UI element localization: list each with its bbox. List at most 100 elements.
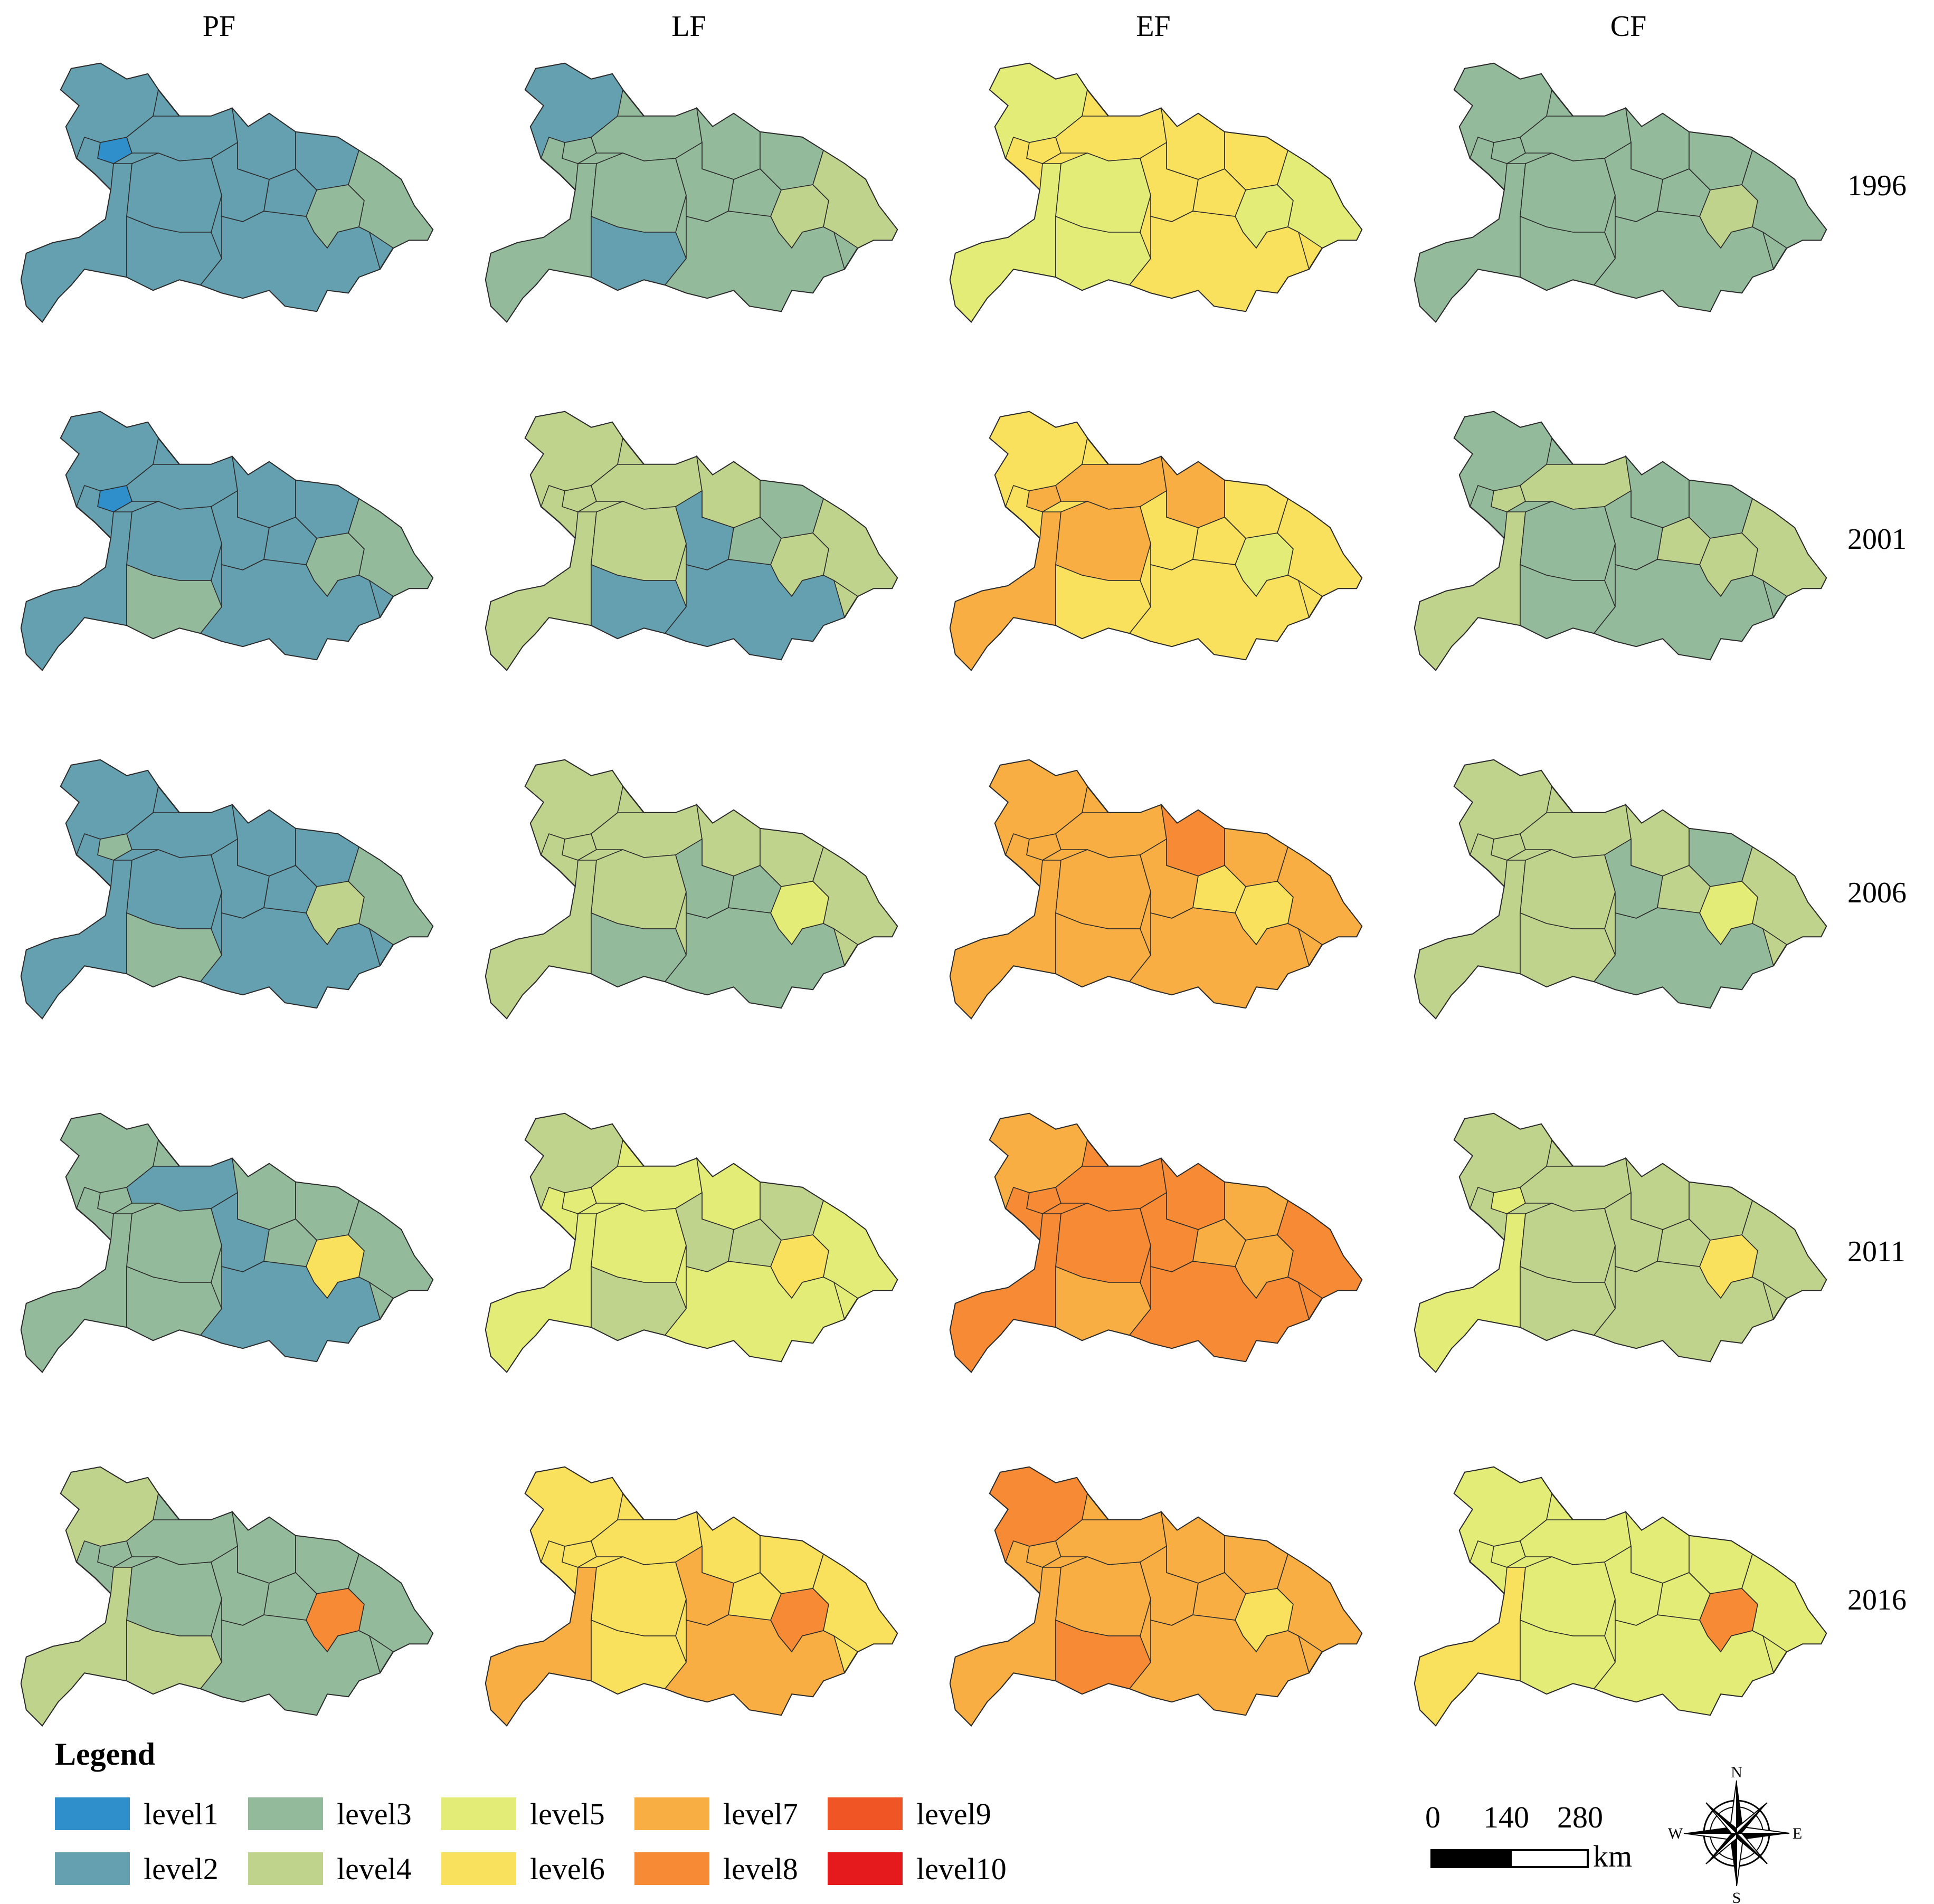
region-4 (231, 1157, 296, 1230)
map-pf-2016 (20, 1466, 434, 1727)
region-2 (950, 860, 1061, 1020)
region-10 (1741, 149, 1827, 249)
region-4 (1625, 107, 1690, 180)
region-2 (950, 511, 1061, 671)
legend-title: Legend (55, 1737, 156, 1772)
legend-swatch (248, 1852, 323, 1885)
region-4 (231, 455, 296, 528)
region-10 (1741, 1553, 1827, 1652)
region-10 (812, 1553, 898, 1652)
region-12 (728, 168, 782, 217)
region-12 (263, 1218, 317, 1267)
region-11 (1593, 1614, 1774, 1716)
region-12 (1192, 865, 1246, 913)
region-4 (696, 1510, 761, 1584)
scale-bar: 0 140 280 km (1425, 1800, 1632, 1884)
legend-item-level4: level4 (248, 1852, 438, 1887)
map-pf-2001 (20, 411, 434, 671)
legend-label: level10 (916, 1852, 1007, 1886)
scale-unit: km (1593, 1839, 1633, 1873)
map-pf-2006 (20, 759, 434, 1020)
region-12 (1192, 168, 1246, 217)
legend-swatch (441, 1797, 516, 1830)
region-10 (812, 1199, 898, 1299)
legend-swatch (248, 1797, 323, 1830)
region-10 (1277, 1553, 1362, 1652)
map-ef-2011 (949, 1112, 1363, 1373)
region-11 (1129, 1614, 1310, 1716)
region-2 (1414, 163, 1526, 323)
region-11 (200, 907, 381, 1008)
region-11 (200, 211, 381, 312)
map-cf-1996 (1414, 62, 1827, 323)
legend-swatch (634, 1852, 709, 1885)
legend-item-level5: level5 (441, 1797, 631, 1832)
region-11 (1593, 211, 1774, 312)
region-4 (696, 1157, 761, 1230)
region-4 (231, 107, 296, 180)
region-12 (1192, 517, 1246, 565)
region-10 (1741, 846, 1827, 945)
region-12 (1192, 1572, 1246, 1621)
region-10 (348, 149, 433, 249)
region-2 (21, 163, 132, 323)
region-10 (1741, 498, 1827, 597)
region-10 (1277, 149, 1362, 249)
region-6 (126, 1556, 222, 1636)
column-label-ef: EF (1136, 10, 1171, 43)
map-lf-2006 (485, 759, 898, 1020)
map-ef-2006 (949, 759, 1363, 1020)
region-11 (1129, 1261, 1310, 1362)
region-2 (485, 163, 597, 323)
region-4 (1625, 1510, 1690, 1584)
region-2 (485, 860, 597, 1020)
region-6 (591, 153, 687, 233)
region-11 (1593, 1261, 1774, 1362)
legend-item-level3: level3 (248, 1797, 438, 1832)
compass-rose-icon: N S E W (1668, 1764, 1802, 1904)
region-11 (200, 1614, 381, 1716)
region-10 (1277, 846, 1362, 945)
region-12 (728, 1218, 782, 1267)
region-4 (696, 803, 761, 877)
region-2 (21, 860, 132, 1020)
region-6 (1520, 153, 1616, 233)
region-6 (1055, 153, 1151, 233)
region-2 (950, 1213, 1061, 1373)
region-10 (1277, 498, 1362, 597)
year-label-2011: 2011 (1847, 1235, 1905, 1268)
legend-swatch (55, 1852, 130, 1885)
region-11 (664, 907, 845, 1008)
region-2 (950, 1567, 1061, 1727)
map-ef-2016 (949, 1466, 1363, 1727)
region-4 (1625, 1157, 1690, 1230)
region-6 (1055, 849, 1151, 929)
region-4 (1160, 1510, 1225, 1584)
region-10 (812, 846, 898, 945)
map-lf-1996 (485, 62, 898, 323)
legend-item-level10: level10 (828, 1852, 1018, 1887)
scale-bar-black-segment (1430, 1849, 1510, 1868)
year-label-1996: 1996 (1847, 169, 1907, 202)
region-12 (1657, 1218, 1711, 1267)
column-label-cf: CF (1610, 10, 1647, 43)
region-12 (263, 168, 317, 217)
region-12 (1657, 1572, 1711, 1621)
map-cf-2006 (1414, 759, 1827, 1020)
year-label-2006: 2006 (1847, 877, 1907, 909)
region-12 (263, 517, 317, 565)
region-6 (591, 849, 687, 929)
scale-bar-white-segment (1510, 1849, 1589, 1868)
region-6 (591, 501, 687, 581)
region-10 (348, 1199, 433, 1299)
region-4 (231, 803, 296, 877)
region-6 (591, 1556, 687, 1636)
region-2 (1414, 1213, 1526, 1373)
region-12 (728, 517, 782, 565)
region-11 (200, 1261, 381, 1362)
region-6 (126, 1203, 222, 1283)
region-10 (1277, 1199, 1362, 1299)
region-10 (348, 498, 433, 597)
region-6 (126, 501, 222, 581)
region-10 (1741, 1199, 1827, 1299)
